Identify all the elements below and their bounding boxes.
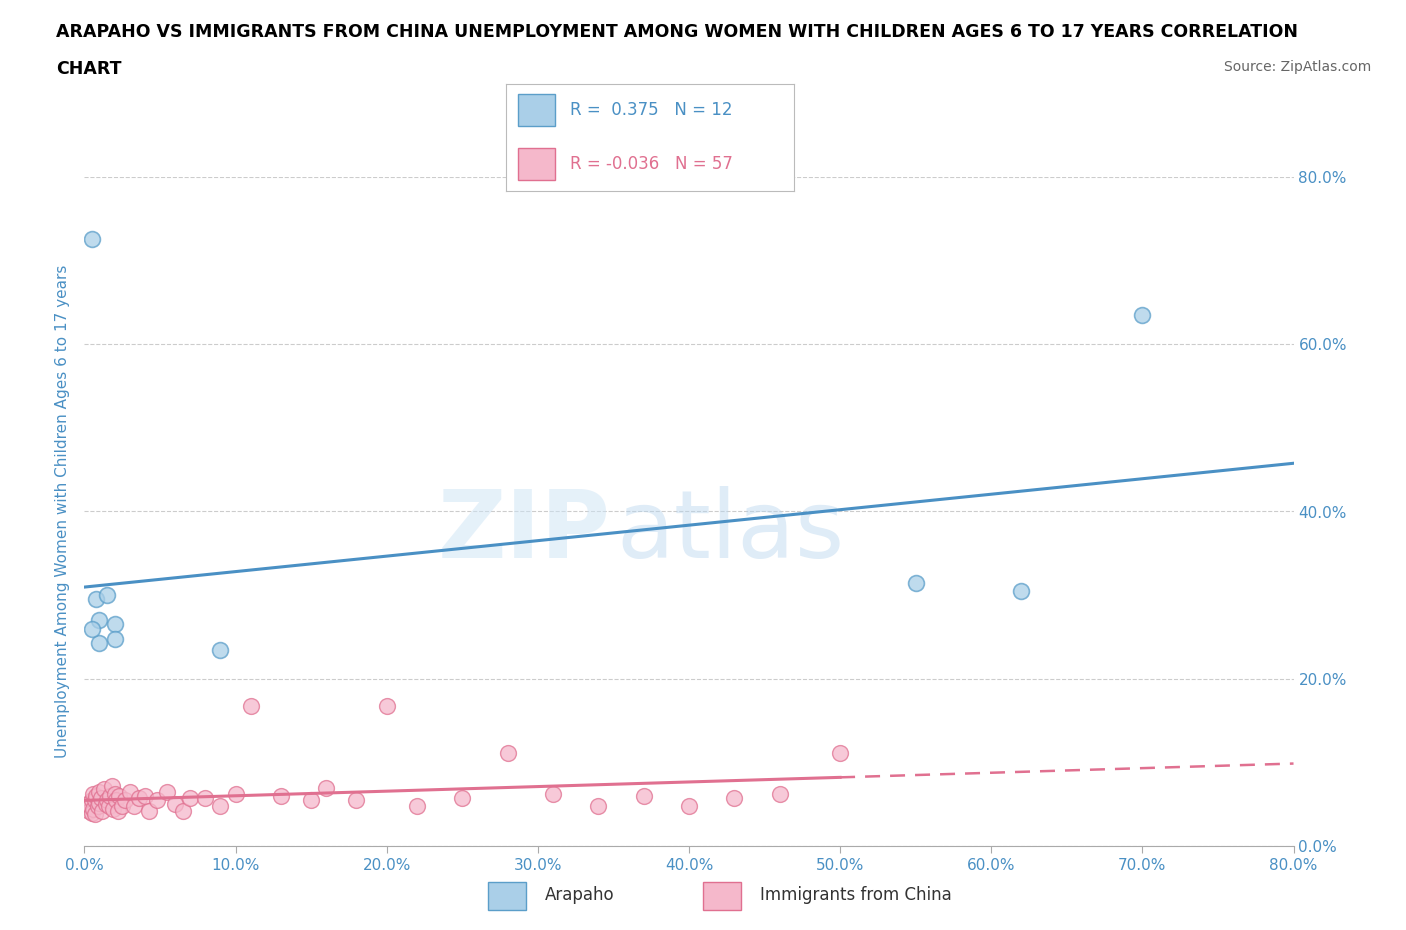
Point (209, 643, 232, 658)
Point (209, 799, 232, 814)
Point (91, 804, 114, 818)
Point (96, 588, 118, 603)
Point (89, 785, 111, 800)
Point (138, 804, 160, 818)
FancyBboxPatch shape (517, 95, 555, 126)
Point (146, 792, 169, 807)
Point (122, 799, 145, 814)
Point (97, 799, 120, 814)
Point (588, 799, 610, 814)
Text: Source: ZipAtlas.com: Source: ZipAtlas.com (1223, 60, 1371, 74)
Point (1130, 308, 1153, 323)
Point (98, 789, 121, 804)
Point (633, 789, 655, 804)
Point (89, 613, 111, 628)
Point (86, 592, 108, 607)
Y-axis label: Unemployment Among Women with Children Ages 6 to 17 years: Unemployment Among Women with Children A… (55, 265, 70, 758)
Point (163, 797, 186, 812)
Point (118, 785, 141, 800)
Point (723, 790, 745, 805)
Point (80, 805, 103, 820)
Point (346, 792, 368, 807)
Text: atlas: atlas (616, 485, 845, 578)
Point (315, 780, 337, 795)
Point (80, 621, 103, 636)
Point (172, 804, 194, 818)
Point (239, 698, 262, 713)
Text: R =  0.375   N = 12: R = 0.375 N = 12 (569, 101, 733, 119)
Point (299, 792, 322, 807)
Point (134, 789, 156, 804)
Point (94, 797, 117, 812)
Point (108, 789, 131, 804)
Point (104, 618, 127, 632)
Point (80, 232, 103, 247)
Text: CHART: CHART (56, 60, 122, 78)
Point (93, 782, 115, 797)
Point (128, 790, 150, 805)
Point (77, 804, 100, 818)
FancyBboxPatch shape (488, 883, 526, 910)
Text: ZIP: ZIP (437, 485, 610, 578)
FancyBboxPatch shape (703, 883, 741, 910)
Point (375, 698, 398, 713)
Point (84, 792, 107, 807)
Point (84, 807, 107, 822)
Point (496, 745, 519, 760)
Point (90, 790, 112, 805)
FancyBboxPatch shape (517, 148, 555, 180)
Point (76, 797, 98, 812)
Text: Arapaho: Arapaho (546, 886, 614, 904)
Point (114, 792, 136, 807)
Point (111, 799, 134, 814)
Point (105, 792, 128, 807)
Point (179, 790, 201, 805)
Point (225, 787, 247, 802)
Point (96, 792, 118, 807)
Point (678, 799, 700, 814)
Text: ARAPAHO VS IMMIGRANTS FROM CHINA UNEMPLOYMENT AMONG WOMEN WITH CHILDREN AGES 6 T: ARAPAHO VS IMMIGRANTS FROM CHINA UNEMPLO… (56, 23, 1298, 41)
Point (100, 778, 122, 793)
Point (82, 802, 104, 817)
Point (82, 787, 104, 802)
Point (107, 804, 129, 818)
Point (156, 785, 179, 800)
Text: R = -0.036   N = 57: R = -0.036 N = 57 (569, 155, 733, 173)
Point (104, 631, 127, 646)
Point (451, 790, 474, 805)
Point (904, 575, 927, 591)
Point (769, 787, 792, 802)
Point (89, 635, 111, 650)
Point (101, 802, 124, 817)
Point (80, 792, 103, 807)
Text: Immigrants from China: Immigrants from China (761, 886, 952, 904)
Point (194, 790, 217, 805)
Point (541, 787, 564, 802)
Point (86, 789, 108, 804)
Point (89, 795, 111, 810)
Point (830, 745, 852, 760)
Point (406, 799, 429, 814)
Point (1010, 584, 1032, 599)
Point (79, 799, 101, 814)
Point (104, 787, 127, 802)
Point (270, 789, 292, 804)
Point (87, 799, 110, 814)
